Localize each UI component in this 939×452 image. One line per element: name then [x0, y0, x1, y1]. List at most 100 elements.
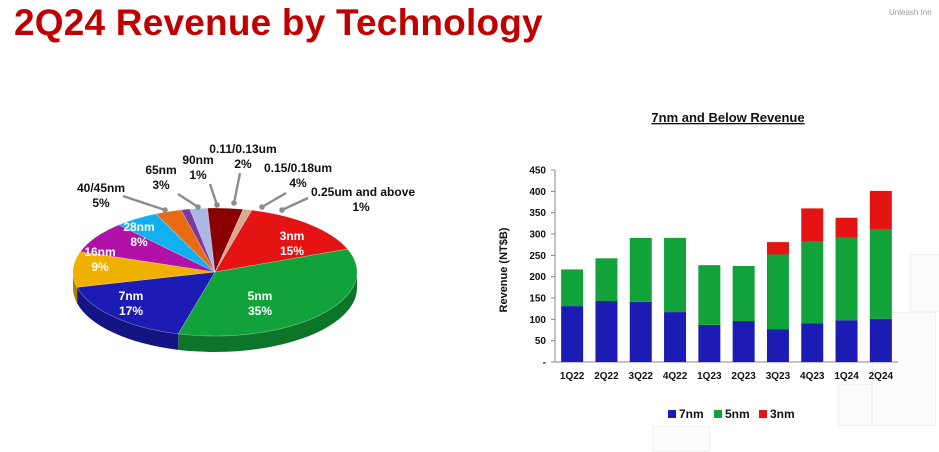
- pie-label: 0.25um and above: [311, 185, 415, 199]
- pie-sides: [73, 272, 357, 352]
- pie-label: 3nm: [280, 229, 305, 243]
- bar-7nm-1Q24: [835, 320, 858, 362]
- page-title: 2Q24 Revenue by Technology: [14, 2, 543, 43]
- y-tick-label: 100: [529, 315, 546, 326]
- leader-line: [177, 192, 199, 209]
- bar-7nm-1Q22: [561, 306, 584, 362]
- y-tick-label: 400: [529, 187, 546, 198]
- pie-slice-0.15/0.18um: [207, 207, 244, 274]
- y-axis-label: Revenue (NT$B): [498, 227, 510, 312]
- pie-pct-label: 1%: [189, 168, 207, 182]
- pie-label: 16nm: [84, 245, 115, 259]
- bar-5nm-4Q23: [801, 241, 824, 324]
- decor-square: [838, 384, 872, 426]
- x-tick-label: 2Q23: [731, 371, 756, 382]
- pie-pct-label: 2%: [234, 157, 252, 171]
- tagline: Unleash Inn: [889, 8, 932, 17]
- bar-5nm-1Q23: [698, 265, 721, 325]
- pie-pct-label: 35%: [248, 304, 272, 318]
- leader-line: [232, 172, 242, 204]
- leader-dot: [195, 204, 201, 210]
- bar-5nm-1Q22: [561, 269, 584, 307]
- bar-7nm-3Q23: [766, 329, 789, 362]
- leader-dot: [214, 202, 220, 208]
- pie-pct-label: 5%: [92, 196, 110, 210]
- bar-5nm-1Q24: [835, 237, 858, 321]
- leader-dot: [259, 204, 265, 210]
- leader-line: [208, 183, 219, 206]
- leader-dot: [231, 200, 237, 206]
- pie-label: 5nm: [248, 289, 273, 303]
- bar-5nm-2Q24: [869, 229, 892, 319]
- pie-pct-label: 8%: [130, 235, 148, 249]
- decor-square: [910, 254, 939, 312]
- bar-7nm-4Q23: [801, 323, 824, 362]
- y-tick-label: 50: [535, 336, 547, 347]
- y-tick-label: 350: [529, 208, 546, 219]
- bar-3nm-4Q23: [801, 208, 824, 242]
- pie-pct-label: 9%: [91, 260, 109, 274]
- pie-slice-0.25um and above: [214, 208, 253, 273]
- bar-5nm-3Q22: [629, 237, 652, 302]
- bar-5nm-3Q23: [766, 254, 789, 330]
- x-tick-label: 2Q22: [594, 371, 619, 382]
- leader-line: [122, 194, 166, 212]
- pie-label: 28nm: [123, 220, 154, 234]
- pie-label: 0.15/0.18um: [264, 161, 332, 175]
- x-tick-label: 2Q24: [869, 371, 894, 382]
- pie-slice-7nm: [76, 271, 216, 335]
- pie-label: 65nm: [145, 163, 176, 177]
- bar-7nm-3Q22: [629, 301, 652, 362]
- legend-label: 7nm: [679, 407, 704, 421]
- legend-swatch-5nm: [714, 410, 722, 418]
- bar-5nm-2Q23: [732, 266, 755, 322]
- y-tick-label: 450: [529, 166, 546, 177]
- pie-pct-label: 4%: [289, 176, 307, 190]
- pie-slice-90nm: [180, 208, 216, 273]
- pie-slice-40/45nm: [118, 213, 216, 273]
- pie-label: 90nm: [182, 153, 213, 167]
- bar-7nm-1Q23: [698, 324, 721, 362]
- x-tick-label: 1Q22: [560, 371, 585, 382]
- pie-pct-label: 1%: [352, 200, 370, 214]
- bar-3nm-2Q24: [869, 190, 892, 230]
- pie-pct-label: 15%: [280, 244, 304, 258]
- decor-square: [652, 426, 710, 452]
- x-tick-label: 4Q22: [663, 371, 688, 382]
- pie-pct-label: 17%: [119, 304, 143, 318]
- pie-top: [72, 207, 358, 337]
- pie-label: 0.11/0.13um: [209, 142, 276, 156]
- y-tick-label: -: [543, 358, 546, 369]
- y-tick-label: 250: [529, 251, 546, 262]
- pie-label: 7nm: [119, 289, 144, 303]
- pie-slice-5nm: [177, 248, 358, 337]
- bar-7nm-4Q22: [664, 312, 687, 362]
- legend-label: 3nm: [770, 407, 795, 421]
- pie-side-16nm: [73, 272, 78, 304]
- pie-label: 40/45nm: [77, 181, 125, 195]
- legend-swatch-3nm: [759, 410, 767, 418]
- legend-label: 5nm: [725, 407, 750, 421]
- x-tick-label: 3Q22: [629, 371, 654, 382]
- leader-line: [261, 191, 287, 209]
- bar-5nm-4Q22: [664, 237, 687, 313]
- x-tick-label: 4Q23: [800, 371, 825, 382]
- bar-3nm-3Q23: [766, 242, 789, 255]
- legend-swatch-7nm: [668, 410, 676, 418]
- x-tick-label: 1Q24: [834, 371, 859, 382]
- bar-3nm-1Q24: [835, 217, 858, 238]
- leader-dot: [162, 207, 168, 213]
- y-tick-label: 200: [529, 272, 546, 283]
- y-tick-label: 150: [529, 294, 546, 305]
- leader-line: [281, 196, 309, 212]
- pie-pct-label: 3%: [152, 178, 170, 192]
- pie-side-5nm: [178, 272, 357, 352]
- pie-side-7nm: [77, 287, 179, 350]
- bar-7nm-2Q24: [869, 318, 892, 362]
- bar-chart-title: 7nm and Below Revenue: [651, 110, 804, 125]
- leader-dot: [279, 207, 285, 213]
- bar-7nm-2Q23: [732, 321, 755, 362]
